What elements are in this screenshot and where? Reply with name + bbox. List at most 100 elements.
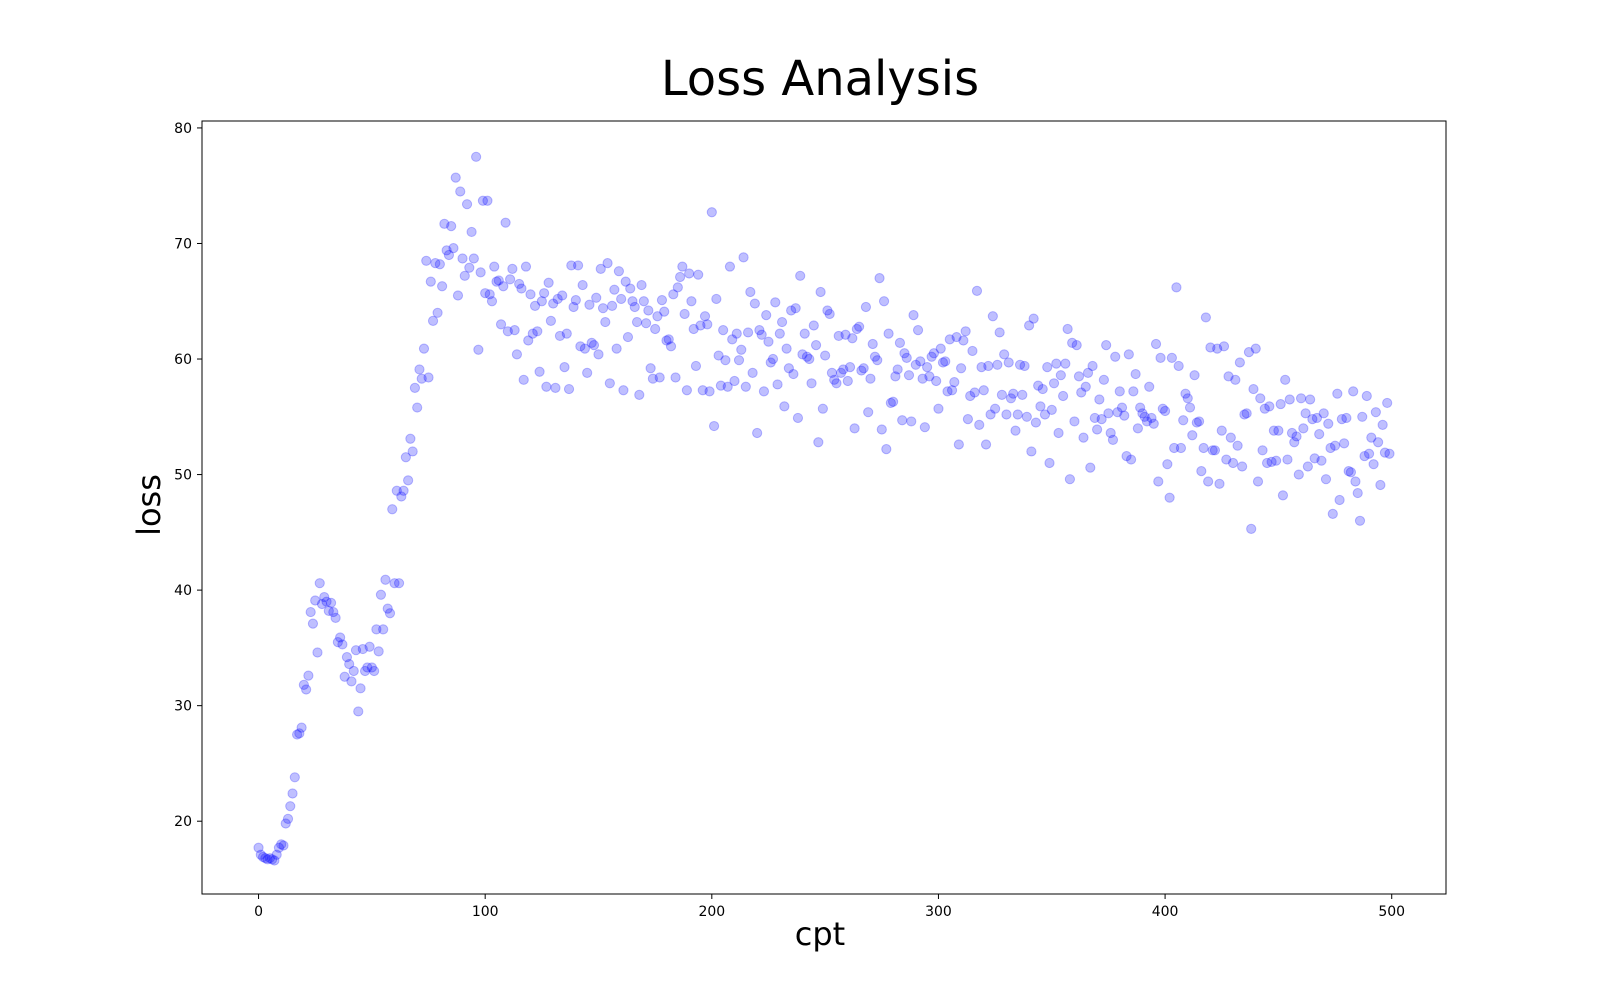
scatter-point [1241,408,1252,419]
scatter-point [1073,371,1085,382]
scatter-point [797,349,808,360]
scatter-point [1021,411,1032,422]
scatter-point [740,381,751,392]
scatter-point [434,259,445,270]
scatter-point [1230,374,1241,385]
scatter-point [1148,418,1159,429]
scatter-point [1207,445,1218,456]
x-tick-label: 100 [472,904,499,920]
scatter-point [770,297,781,308]
scatter-point [1307,414,1318,425]
scatter-point [616,293,627,305]
scatter-point [509,325,520,336]
scatter-point [364,641,375,652]
scatter-point [1008,388,1019,399]
scatter-point [473,344,484,355]
scatter-point [554,330,566,342]
scatter-point [829,374,840,385]
scatter-point [355,683,366,694]
scatter-point [831,378,842,389]
scatter-point [287,788,298,799]
scatter-point [978,385,989,396]
scatter-point [1087,360,1098,372]
scatter-point [833,330,844,342]
scatter-point [484,289,495,300]
scatter-point [643,305,654,316]
scatter-point [992,359,1003,370]
scatter-point [303,670,314,681]
scatter-point [661,335,672,346]
scatter-point [427,315,439,326]
scatter-point [1098,374,1109,385]
scatter-point [888,396,899,407]
scatter-point [301,684,312,695]
y-tick-label: 40 [174,583,192,599]
scatter-point [1028,313,1039,324]
scatter-point [561,328,572,339]
scatter-point [1058,390,1069,402]
scatter-point [659,306,670,317]
scatter-point [1101,340,1112,351]
scatter-point [729,375,740,387]
scatter-point [1255,393,1266,404]
scatter-point [890,371,901,382]
scatter-point [1067,337,1078,348]
y-tick-label: 80 [174,121,192,137]
scatter-point [260,853,271,864]
x-tick-label: 300 [925,904,952,920]
scatter-point [1042,362,1053,373]
scatter-point [987,311,998,322]
scatter-point [996,389,1008,400]
scatter-point [860,301,872,313]
scatter-point [1046,404,1057,415]
scatter-point [686,296,697,307]
scatter-point [400,452,411,463]
scatter-point [328,606,339,618]
scatter-point [1384,448,1395,459]
scatter-point [962,414,974,425]
scatter-point [319,591,330,603]
scatter-point [389,578,400,589]
scatter-point [1325,442,1336,454]
scatter-point [654,372,665,383]
scatter-point [1033,380,1044,391]
scatter-point [310,595,321,606]
scatter-point [713,350,724,361]
scatter-point [924,371,935,382]
scatter-point [611,343,622,354]
scatter-point [416,373,427,384]
scatter-point [321,596,332,607]
scatter-point [1298,423,1309,434]
scatter-point [1001,409,1012,420]
scatter-point [931,375,942,387]
scatter-point [597,303,609,314]
scatter-point [708,420,720,432]
scatter-point [1341,412,1352,424]
scatter-point [305,606,316,618]
scatter-point [1275,398,1286,410]
scatter-point [393,578,405,589]
scatter-point [949,377,960,388]
scatter-point [325,597,337,608]
scatter-point [1382,397,1393,409]
scatter-point [1373,437,1384,448]
x-tick-label: 400 [1152,904,1179,920]
scatter-point [563,383,575,395]
scatter-point [670,372,681,383]
scatter-point [586,337,597,348]
scatter-point [1123,349,1134,360]
scatter-point [264,853,275,864]
scatter-point [1089,412,1100,424]
scatter-point [1375,479,1386,491]
scatter-point [892,364,903,375]
scatter-point [767,353,779,365]
scatter-point [727,334,738,345]
scatter-point [822,305,833,316]
scatter-point [872,355,883,366]
scatter-point [446,221,457,232]
scatter-point [609,284,620,295]
scatter-point [876,424,887,435]
scatter-point [840,329,851,340]
scatter-point [985,409,996,420]
scatter-point [1314,429,1325,440]
